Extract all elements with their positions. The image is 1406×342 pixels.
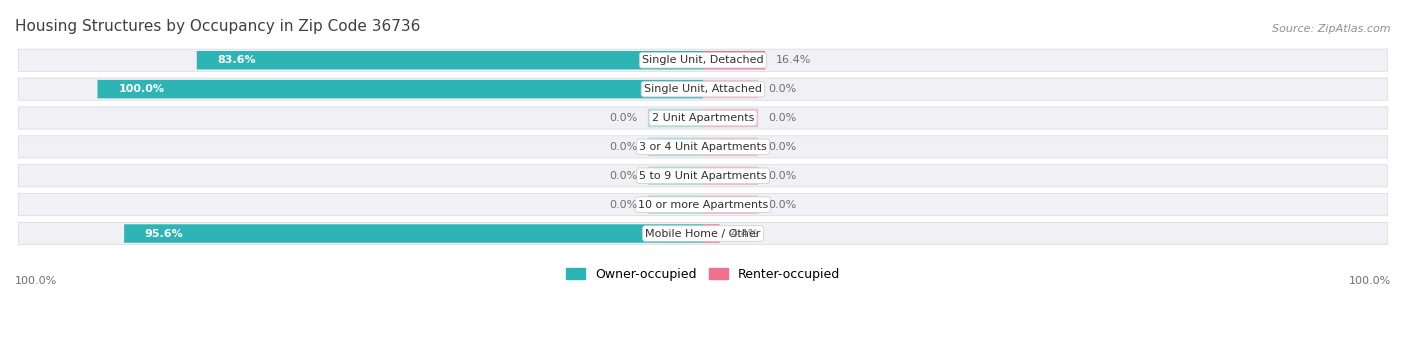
FancyBboxPatch shape	[197, 51, 703, 69]
Text: 0.0%: 0.0%	[768, 84, 797, 94]
Text: Single Unit, Attached: Single Unit, Attached	[644, 84, 762, 94]
FancyBboxPatch shape	[648, 167, 703, 185]
Text: 10 or more Apartments: 10 or more Apartments	[638, 200, 768, 210]
FancyBboxPatch shape	[18, 136, 1388, 158]
Text: 100.0%: 100.0%	[118, 84, 165, 94]
FancyBboxPatch shape	[703, 167, 758, 185]
Text: 3 or 4 Unit Apartments: 3 or 4 Unit Apartments	[640, 142, 766, 152]
FancyBboxPatch shape	[648, 109, 703, 127]
Legend: Owner-occupied, Renter-occupied: Owner-occupied, Renter-occupied	[561, 263, 845, 286]
Text: 0.0%: 0.0%	[609, 113, 638, 123]
Text: 0.0%: 0.0%	[609, 142, 638, 152]
Text: 0.0%: 0.0%	[768, 142, 797, 152]
Text: Single Unit, Detached: Single Unit, Detached	[643, 55, 763, 65]
Text: 95.6%: 95.6%	[145, 228, 184, 238]
FancyBboxPatch shape	[703, 137, 758, 156]
FancyBboxPatch shape	[703, 80, 758, 98]
FancyBboxPatch shape	[703, 109, 758, 127]
FancyBboxPatch shape	[703, 195, 758, 214]
Text: 0.0%: 0.0%	[768, 171, 797, 181]
Text: 5 to 9 Unit Apartments: 5 to 9 Unit Apartments	[640, 171, 766, 181]
FancyBboxPatch shape	[18, 222, 1388, 245]
FancyBboxPatch shape	[703, 224, 720, 243]
FancyBboxPatch shape	[124, 224, 703, 243]
Text: 2 Unit Apartments: 2 Unit Apartments	[652, 113, 754, 123]
FancyBboxPatch shape	[648, 195, 703, 214]
FancyBboxPatch shape	[97, 80, 703, 98]
Text: Housing Structures by Occupancy in Zip Code 36736: Housing Structures by Occupancy in Zip C…	[15, 19, 420, 34]
Text: Source: ZipAtlas.com: Source: ZipAtlas.com	[1272, 24, 1391, 34]
Text: 16.4%: 16.4%	[775, 55, 811, 65]
FancyBboxPatch shape	[18, 165, 1388, 187]
FancyBboxPatch shape	[648, 137, 703, 156]
Text: Mobile Home / Other: Mobile Home / Other	[645, 228, 761, 238]
FancyBboxPatch shape	[703, 51, 765, 69]
Text: 100.0%: 100.0%	[15, 276, 58, 286]
Text: 0.0%: 0.0%	[768, 200, 797, 210]
FancyBboxPatch shape	[18, 194, 1388, 216]
FancyBboxPatch shape	[18, 49, 1388, 71]
Text: 0.0%: 0.0%	[609, 200, 638, 210]
FancyBboxPatch shape	[18, 107, 1388, 129]
Text: 83.6%: 83.6%	[218, 55, 256, 65]
Text: 100.0%: 100.0%	[1348, 276, 1391, 286]
FancyBboxPatch shape	[18, 78, 1388, 100]
Text: 0.0%: 0.0%	[609, 171, 638, 181]
Text: 4.4%: 4.4%	[730, 228, 758, 238]
Text: 0.0%: 0.0%	[768, 113, 797, 123]
